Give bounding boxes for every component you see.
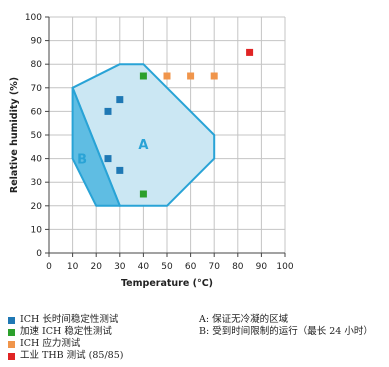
- data-point: [210, 72, 218, 80]
- legend-item: ICH 长时间稳定性测试: [8, 314, 123, 326]
- data-points: [104, 48, 254, 198]
- legend-label: ICH 长时间稳定性测试: [20, 314, 119, 325]
- legend-note: A: 保证无冷凝的区域: [199, 314, 373, 326]
- x-tick-label: 0: [46, 262, 52, 272]
- y-tick-label: 80: [31, 60, 43, 70]
- data-point: [139, 190, 147, 198]
- legend-swatch: [8, 352, 15, 360]
- x-tick-label: 20: [90, 262, 102, 272]
- region-label: B: [77, 152, 87, 167]
- data-point: [116, 166, 124, 174]
- region-label: A: [138, 138, 148, 153]
- y-tick-label: 0: [36, 249, 42, 259]
- legend-swatch: [8, 340, 15, 348]
- labels: AB: [77, 138, 148, 167]
- y-tick-label: 40: [31, 155, 43, 165]
- legend-label: ICH 应力测试: [20, 338, 81, 349]
- x-tick-label: 60: [185, 262, 197, 272]
- chart: 0 10 20 30 40 50 60 70 80 90 100 0 10 20 30 40 50 60 70 80 9…: [9, 13, 294, 289]
- axes: 0 10 20 30 40 50 60 70 80 90 100 0 10 20 30 40 50 60 70 80 9…: [9, 13, 294, 289]
- legend-series: ICH 长时间稳定性测试 加速 ICH 稳定性测试 ICH 应力测试 工业 TH…: [8, 314, 123, 362]
- x-tick-label: 40: [138, 262, 150, 272]
- x-tick-label: 10: [67, 262, 79, 272]
- region-a: [71, 63, 216, 207]
- y-axis-title: Relative humidity (%): [9, 77, 20, 193]
- region-b: [71, 86, 121, 207]
- data-point: [139, 72, 147, 80]
- legend-swatch: [8, 328, 15, 336]
- legend-notes: A: 保证无冷凝的区域 B: 受到时间限制的运行（最长 24 小时）: [199, 314, 373, 338]
- y-tick-label: 100: [25, 13, 42, 23]
- y-tick-label: 70: [31, 84, 43, 94]
- x-tick-label: 30: [114, 262, 126, 272]
- x-tick-label: 100: [276, 262, 293, 272]
- x-axis-title: Temperature (°C): [121, 278, 213, 289]
- legend-item: ICH 应力测试: [8, 338, 123, 350]
- y-tick-label: 20: [31, 202, 43, 212]
- x-tick-label: 50: [161, 262, 173, 272]
- x-tick-label: 90: [256, 262, 268, 272]
- legend-label: 工业 THB 测试 (85/85): [20, 350, 124, 361]
- y-tick-label: 60: [31, 107, 43, 117]
- data-point: [104, 155, 112, 163]
- y-tick-label: 30: [31, 178, 43, 188]
- data-point: [246, 48, 254, 56]
- x-tick-label: 80: [232, 262, 244, 272]
- data-point: [163, 72, 171, 80]
- y-tick-label: 10: [31, 225, 43, 235]
- data-point: [116, 96, 124, 104]
- y-tick-label: 50: [31, 131, 43, 141]
- legend-item: 加速 ICH 稳定性测试: [8, 326, 123, 338]
- legend-label: 加速 ICH 稳定性测试: [20, 326, 112, 337]
- data-point: [104, 107, 112, 115]
- legend-note: B: 受到时间限制的运行（最长 24 小时）: [199, 326, 373, 338]
- x-tick-label: 70: [208, 262, 220, 272]
- legend-note-text: B: 受到时间限制的运行（最长 24 小时）: [199, 326, 373, 337]
- legend-item: 工业 THB 测试 (85/85): [8, 350, 123, 362]
- legend-note-text: A: 保证无冷凝的区域: [199, 314, 289, 325]
- regions: [71, 63, 216, 207]
- y-tick-label: 90: [31, 37, 43, 47]
- data-point: [187, 72, 195, 80]
- chart-svg: 0 10 20 30 40 50 60 70 80 90 100 0 10 20 30 40 50 60 70 80 9…: [9, 13, 294, 289]
- legend-swatch: [8, 316, 15, 324]
